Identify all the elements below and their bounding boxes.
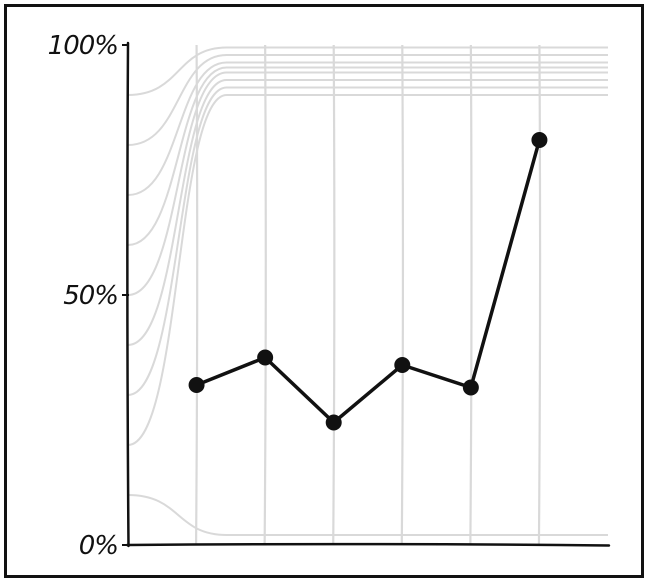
chart-frame xyxy=(4,4,644,578)
background-curve-7 xyxy=(127,61,608,196)
y-tick-label: 50% xyxy=(63,281,118,311)
y-tick-labels: 0% 50% 100% xyxy=(48,31,129,561)
background-curve-3 xyxy=(127,86,608,396)
grid-line-2 xyxy=(263,44,267,546)
data-point-6 xyxy=(531,132,548,148)
background-curve-4 xyxy=(127,79,608,346)
data-point-4 xyxy=(394,357,411,373)
background-curves xyxy=(127,46,608,536)
background-curve-1 xyxy=(127,494,608,536)
grid-line-3 xyxy=(332,44,336,546)
x-axis-line xyxy=(125,542,611,547)
data-point-3 xyxy=(325,414,342,431)
grid-line-5 xyxy=(469,44,473,546)
background-curve-9 xyxy=(127,46,608,96)
background-curve-6 xyxy=(127,66,608,246)
data-point-5 xyxy=(462,379,479,396)
background-curve-8 xyxy=(127,54,608,146)
data-point-1 xyxy=(188,377,205,393)
series-layer xyxy=(188,132,548,431)
axes xyxy=(125,41,611,548)
series-line xyxy=(194,138,542,425)
y-tick-label: 100% xyxy=(48,31,118,61)
grid-line-6 xyxy=(537,44,542,546)
y-tick-label: 0% xyxy=(79,531,118,561)
grid-line-1 xyxy=(194,44,199,546)
vertical-grid xyxy=(194,44,542,546)
background-curve-2 xyxy=(127,94,608,446)
grid-line-4 xyxy=(400,44,405,546)
data-point-2 xyxy=(257,349,274,366)
background-curve-5 xyxy=(127,71,608,296)
